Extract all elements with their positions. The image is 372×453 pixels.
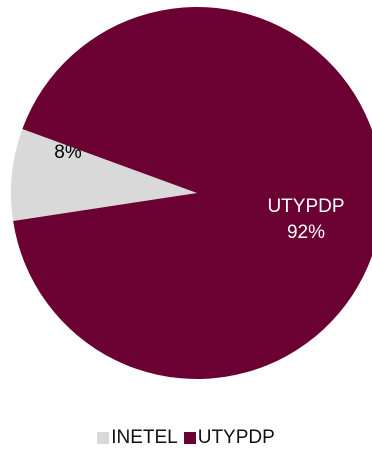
slice-label-utypdp: UTYPDP xyxy=(267,196,344,217)
legend-label-inetel: INETEL xyxy=(111,427,178,448)
legend-label-utypdp: UTYPDP xyxy=(197,427,275,448)
pie-slice-utypdp xyxy=(13,7,372,379)
pie-slice-inetel xyxy=(10,128,198,222)
legend-swatch-inetel xyxy=(97,432,110,444)
legend-item-utypdp: UTYPDP xyxy=(183,427,275,449)
legend-item-inetel: INETEL xyxy=(97,427,178,449)
chart-legend: INETEL UTYPDP xyxy=(0,427,372,449)
legend-swatch-utypdp xyxy=(183,432,196,444)
slice-value-utypdp: 92% xyxy=(287,222,325,243)
